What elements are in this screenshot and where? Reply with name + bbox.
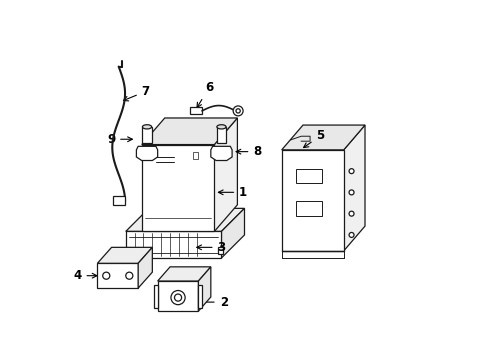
Text: 4: 4: [73, 269, 97, 282]
Bar: [157, 281, 198, 311]
Bar: [125, 231, 221, 258]
Polygon shape: [157, 267, 210, 281]
Ellipse shape: [142, 125, 151, 129]
Bar: [281, 150, 343, 251]
Polygon shape: [218, 247, 223, 255]
Text: 2: 2: [186, 296, 227, 309]
Bar: [142, 145, 214, 231]
Text: 8: 8: [236, 145, 261, 158]
Text: 6: 6: [197, 81, 213, 107]
Bar: [198, 284, 202, 307]
Text: 3: 3: [196, 241, 225, 254]
Circle shape: [233, 106, 243, 116]
Circle shape: [236, 109, 240, 113]
Bar: [142, 127, 151, 143]
Text: 9: 9: [107, 133, 132, 146]
Circle shape: [348, 233, 353, 238]
Polygon shape: [198, 267, 210, 311]
Polygon shape: [136, 146, 157, 161]
Circle shape: [348, 190, 353, 195]
Polygon shape: [125, 208, 244, 231]
Text: 5: 5: [303, 129, 324, 148]
Polygon shape: [281, 125, 364, 150]
Bar: [97, 263, 138, 288]
Bar: [154, 284, 157, 307]
Polygon shape: [221, 208, 244, 258]
Bar: [295, 169, 322, 183]
Polygon shape: [97, 247, 152, 263]
Text: 7: 7: [123, 85, 149, 101]
Circle shape: [171, 291, 185, 305]
Polygon shape: [343, 125, 364, 251]
Circle shape: [102, 272, 110, 279]
Circle shape: [125, 272, 133, 279]
Polygon shape: [189, 107, 202, 114]
Bar: [295, 201, 322, 216]
Polygon shape: [210, 146, 232, 161]
Polygon shape: [138, 247, 152, 288]
Polygon shape: [112, 196, 124, 205]
Bar: [216, 127, 225, 143]
Polygon shape: [142, 118, 237, 145]
Ellipse shape: [216, 125, 225, 129]
Bar: [193, 152, 198, 159]
Circle shape: [174, 294, 181, 301]
Circle shape: [348, 211, 353, 216]
Text: 1: 1: [218, 186, 247, 199]
Polygon shape: [214, 118, 237, 231]
Circle shape: [348, 168, 353, 174]
